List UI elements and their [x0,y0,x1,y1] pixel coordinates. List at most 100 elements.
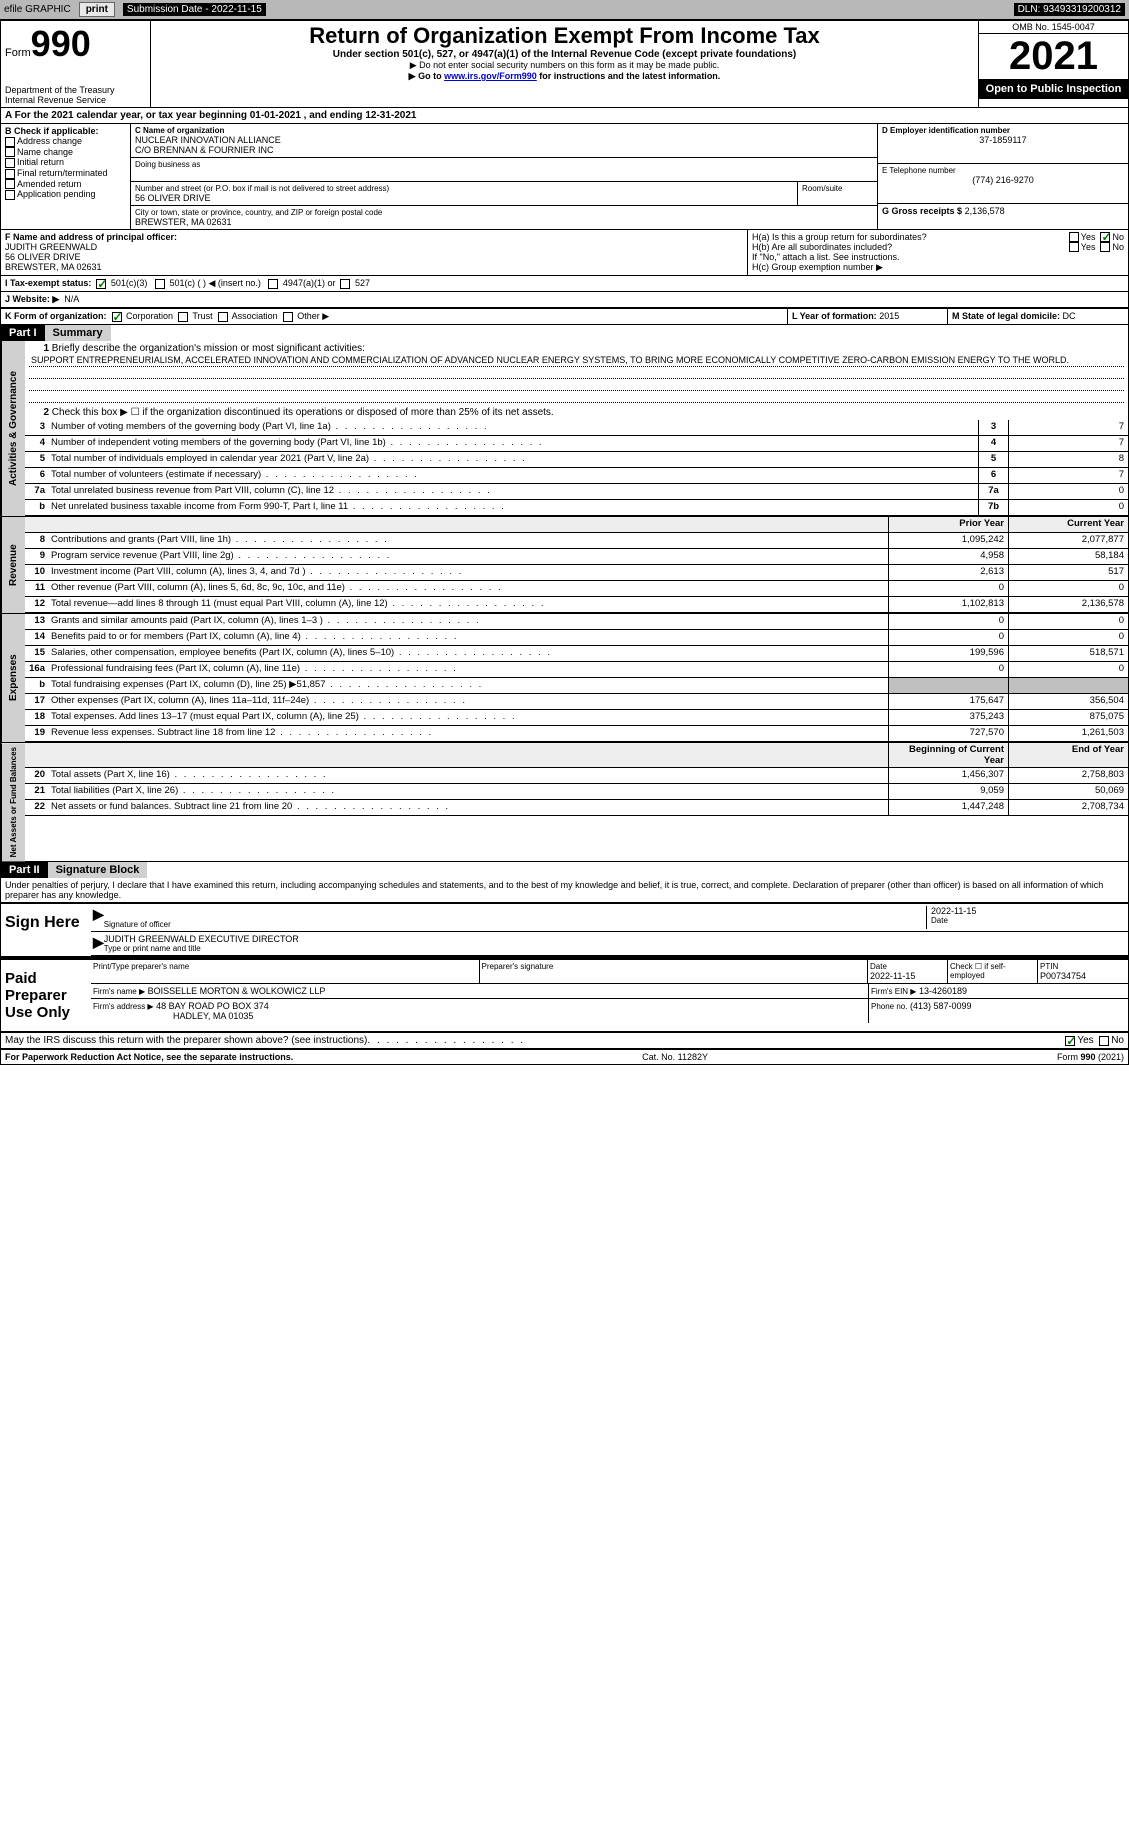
irs-link[interactable]: www.irs.gov/Form990 [444,71,537,81]
year-formation: 2015 [879,311,899,321]
page-footer: For Paperwork Reduction Act Notice, see … [1,1049,1128,1064]
summary-line: 11Other revenue (Part VIII, column (A), … [25,581,1128,597]
submission-date: Submission Date - 2022-11-15 [123,3,266,16]
note-ssn: ▶ Do not enter social security numbers o… [155,60,974,71]
checkbox-amended[interactable] [5,179,15,189]
summary-line: 15Salaries, other compensation, employee… [25,646,1128,662]
org-co: C/O BRENNAN & FOURNIER INC [135,145,873,155]
part-1: Part ISummary Activities & Governance 1 … [1,325,1128,862]
checkbox-501c3[interactable] [96,279,106,289]
firm-ein: 13-4260189 [919,986,967,996]
form-number: 990 [31,23,91,64]
form-container: Form990 Department of the Treasury Inter… [0,20,1129,1065]
summary-line: 13Grants and similar amounts paid (Part … [25,614,1128,630]
note-goto: ▶ Go to www.irs.gov/Form990 for instruct… [155,71,974,82]
print-button[interactable]: print [79,2,115,17]
checkbox-hb-no[interactable] [1100,242,1110,252]
officer-h-row: F Name and address of principal officer:… [1,230,1128,276]
efile-label: efile GRAPHIC [4,4,71,15]
open-public: Open to Public Inspection [979,79,1128,99]
officer-printed: JUDITH GREENWALD EXECUTIVE DIRECTOR [104,934,1126,944]
vtab-activities: Activities & Governance [1,341,25,516]
arrow-icon: ▶ [93,906,104,929]
checkbox-final-return[interactable] [5,169,15,179]
tax-year: 2021 [979,34,1128,79]
dept-label: Department of the Treasury Internal Reve… [5,85,146,105]
checkbox-hb-yes[interactable] [1069,242,1079,252]
part-2: Part IISignature Block Under penalties o… [1,862,1128,1049]
checkbox-other[interactable] [283,312,293,322]
checkbox-pending[interactable] [5,190,15,200]
paid-preparer-block: Paid Preparer Use Only Print/Type prepar… [1,958,1128,1033]
summary-line: 4Number of independent voting members of… [25,436,1128,452]
summary-line: 17Other expenses (Part IX, column (A), l… [25,694,1128,710]
section-d: D Employer identification number 37-1859… [878,124,1128,229]
sig-date: 2022-11-15 [931,906,1126,916]
summary-line: 22Net assets or fund balances. Subtract … [25,800,1128,816]
summary-line: 14Benefits paid to or for members (Part … [25,630,1128,646]
tax-status-row: I Tax-exempt status: 501(c)(3) 501(c) ( … [1,276,1128,292]
form-title: Return of Organization Exempt From Incom… [155,23,974,49]
summary-line: 16aProfessional fundraising fees (Part I… [25,662,1128,678]
checkbox-ha-yes[interactable] [1069,232,1079,242]
firm-addr: 48 BAY ROAD PO BOX 374 [156,1001,269,1011]
omb-number: OMB No. 1545-0047 [979,21,1128,34]
summary-line: 19Revenue less expenses. Subtract line 1… [25,726,1128,742]
checkbox-initial-return[interactable] [5,158,15,168]
top-toolbar: efile GRAPHIC print Submission Date - 20… [0,0,1129,20]
declaration: Under penalties of perjury, I declare th… [1,878,1128,902]
checkbox-irs-no[interactable] [1099,1036,1109,1046]
summary-line: 7aTotal unrelated business revenue from … [25,484,1128,500]
arrow-icon: ▶ [93,934,104,953]
vtab-net-assets: Net Assets or Fund Balances [1,743,25,861]
section-b: B Check if applicable: Address change Na… [1,124,131,229]
checkbox-irs-yes[interactable] [1065,1036,1075,1046]
website: N/A [64,294,79,304]
gross-receipts: 2,136,578 [965,206,1005,216]
checkbox-trust[interactable] [178,312,188,322]
checkbox-name-change[interactable] [5,147,15,157]
summary-line: 21Total liabilities (Part X, line 26)9,0… [25,784,1128,800]
summary-line: 5Total number of individuals employed in… [25,452,1128,468]
summary-line: 3Number of voting members of the governi… [25,420,1128,436]
form-header: Form990 Department of the Treasury Inter… [1,21,1128,108]
line-a: A For the 2021 calendar year, or tax yea… [1,108,1128,124]
checkbox-4947[interactable] [268,279,278,289]
section-bcd: B Check if applicable: Address change Na… [1,124,1128,230]
form-label: Form [5,47,31,59]
firm-name: BOISSELLE MORTON & WOLKOWICZ LLP [148,986,326,996]
checkbox-501c[interactable] [155,279,165,289]
prep-date: 2022-11-15 [870,971,945,981]
summary-line: bNet unrelated business taxable income f… [25,500,1128,516]
state-domicile: DC [1063,311,1076,321]
ptin: P00734754 [1040,971,1126,981]
summary-line: 6Total number of volunteers (estimate if… [25,468,1128,484]
org-city: BREWSTER, MA 02631 [135,217,873,227]
org-address: 56 OLIVER DRIVE [135,193,793,203]
checkbox-ha-no[interactable] [1100,232,1110,242]
website-row: J Website: ▶ N/A [1,292,1128,308]
phone: (774) 216-9270 [882,175,1124,185]
dln-label: DLN: 93493319200312 [1014,3,1125,16]
summary-line: bTotal fundraising expenses (Part IX, co… [25,678,1128,694]
section-c: C Name of organization NUCLEAR INNOVATIO… [131,124,878,229]
checkbox-corp[interactable] [112,312,122,322]
checkbox-address-change[interactable] [5,137,15,147]
summary-line: 20Total assets (Part X, line 16)1,456,30… [25,768,1128,784]
checkbox-assoc[interactable] [218,312,228,322]
vtab-revenue: Revenue [1,517,25,613]
summary-line: 8Contributions and grants (Part VIII, li… [25,533,1128,549]
ein: 37-1859117 [882,135,1124,145]
vtab-expenses: Expenses [1,614,25,742]
sign-here-block: Sign Here ▶ Signature of officer 2022-11… [1,902,1128,958]
form-subtitle: Under section 501(c), 527, or 4947(a)(1)… [155,49,974,60]
org-name: NUCLEAR INNOVATION ALLIANCE [135,135,873,145]
summary-line: 18Total expenses. Add lines 13–17 (must … [25,710,1128,726]
firm-phone: (413) 587-0099 [910,1001,972,1011]
mission-text: SUPPORT ENTREPRENEURIALISM, ACCELERATED … [29,354,1124,367]
checkbox-527[interactable] [340,279,350,289]
officer-name: JUDITH GREENWALD [5,242,743,252]
summary-line: 12Total revenue—add lines 8 through 11 (… [25,597,1128,613]
summary-line: 10Investment income (Part VIII, column (… [25,565,1128,581]
summary-line: 9Program service revenue (Part VIII, lin… [25,549,1128,565]
